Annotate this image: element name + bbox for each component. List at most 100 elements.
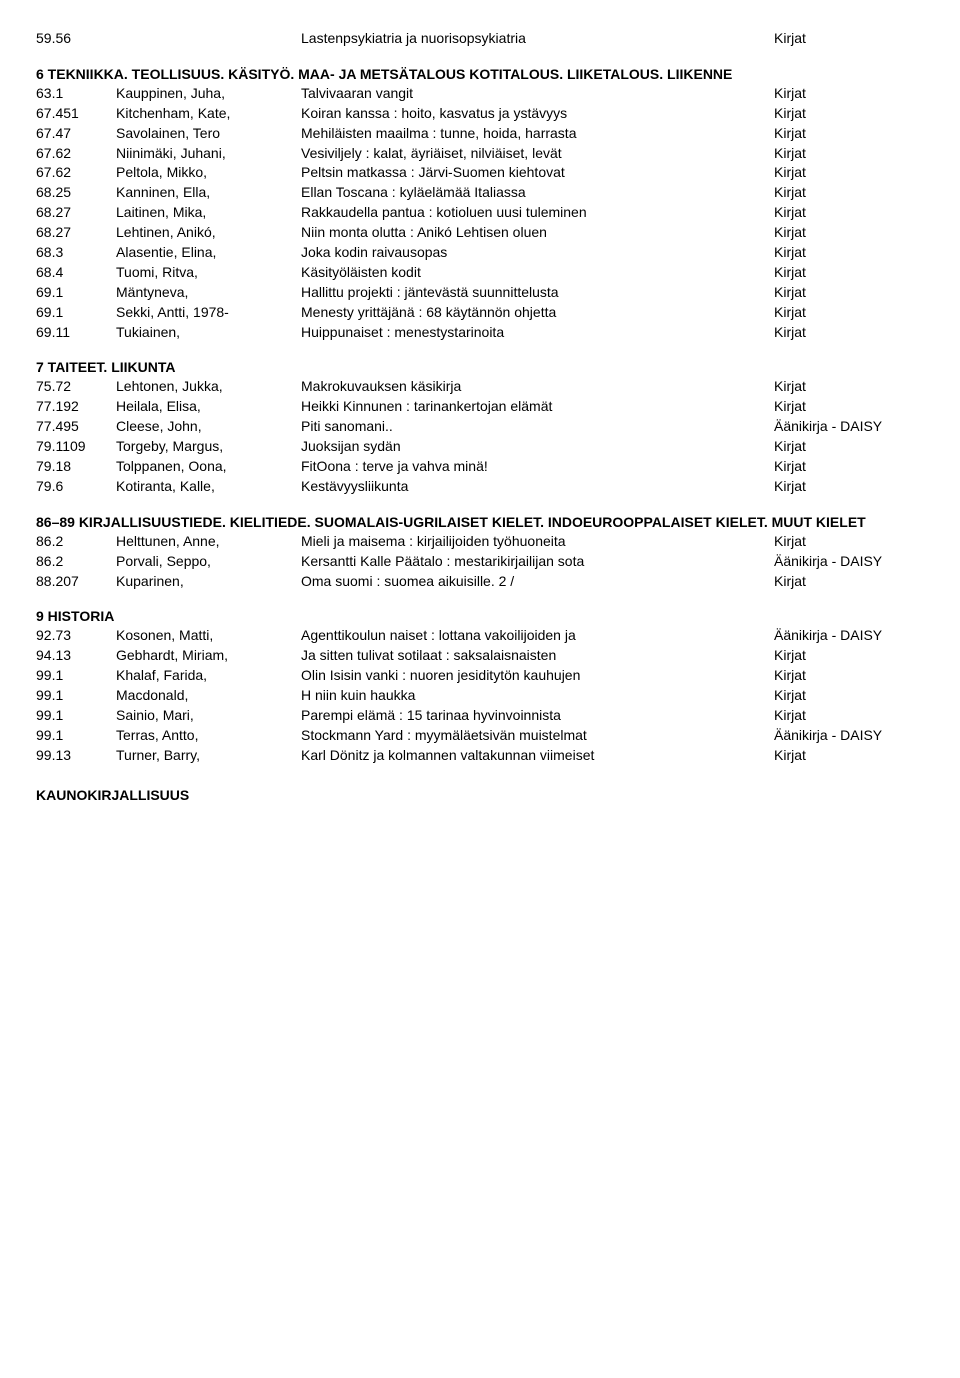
table-row: 63.1Kauppinen, Juha,Talvivaaran vangitKi… <box>36 84 924 103</box>
table-row: 69.1Sekki, Antti, 1978-Menesty yrittäjän… <box>36 303 924 322</box>
cell-author: Sainio, Mari, <box>116 706 301 725</box>
cell-title: Heikki Kinnunen : tarinankertojan elämät <box>301 397 774 416</box>
cell-author: Helttunen, Anne, <box>116 532 301 551</box>
cell-author: Kauppinen, Juha, <box>116 84 301 103</box>
cell-title: H niin kuin haukka <box>301 686 774 705</box>
cell-code: 79.1109 <box>36 437 116 456</box>
table-row: 59.56 Lastenpsykiatria ja nuorisopsykiatr… <box>36 29 924 48</box>
cell-type: Kirjat <box>774 666 924 685</box>
cell-type: Kirjat <box>774 437 924 456</box>
cell-title: Agenttikoulun naiset : lottana vakoilijo… <box>301 626 774 645</box>
cell-title: Kestävyysliikunta <box>301 477 774 496</box>
cell-code: 99.1 <box>36 726 116 745</box>
cell-type: Kirjat <box>774 477 924 496</box>
table-row: 68.27Lehtinen, Anikó,Niin monta olutta :… <box>36 223 924 242</box>
cell-code: 86.2 <box>36 552 116 571</box>
cell-title: Vesiviljely : kalat, äyriäiset, nilviäis… <box>301 144 774 163</box>
cell-code: 59.56 <box>36 29 116 48</box>
cell-type: Kirjat <box>774 646 924 665</box>
cell-author: Alasentie, Elina, <box>116 243 301 262</box>
cell-author: Mäntyneva, <box>116 283 301 302</box>
cell-type: Kirjat <box>774 323 924 342</box>
table-row: 99.1Macdonald,H niin kuin haukkaKirjat <box>36 686 924 705</box>
cell-code: 67.62 <box>36 163 116 182</box>
cell-title: Kersantti Kalle Päätalo : mestarikirjail… <box>301 552 774 571</box>
cell-type: Kirjat <box>774 84 924 103</box>
cell-code: 99.1 <box>36 686 116 705</box>
table-row: 68.27Laitinen, Mika,Rakkaudella pantua :… <box>36 203 924 222</box>
table-row: 68.25Kanninen, Ella,Ellan Toscana : kylä… <box>36 183 924 202</box>
cell-code: 67.451 <box>36 104 116 123</box>
cell-code: 68.27 <box>36 203 116 222</box>
table-row: 75.72Lehtonen, Jukka,Makrokuvauksen käsi… <box>36 377 924 396</box>
cell-type: Kirjat <box>774 104 924 123</box>
cell-title: Ja sitten tulivat sotilaat : saksalaisna… <box>301 646 774 665</box>
document-body: 59.56 Lastenpsykiatria ja nuorisopsykiatr… <box>36 29 924 803</box>
cell-title: Juoksijan sydän <box>301 437 774 456</box>
cell-type: Kirjat <box>774 706 924 725</box>
section-heading: 7 TAITEET. LIIKUNTA <box>36 359 924 375</box>
cell-code: 77.495 <box>36 417 116 436</box>
cell-code: 86.2 <box>36 532 116 551</box>
cell-type: Kirjat <box>774 303 924 322</box>
cell-title: Käsityöläisten kodit <box>301 263 774 282</box>
table-row: 86.2Porvali, Seppo,Kersantti Kalle Pääta… <box>36 552 924 571</box>
cell-title: Hallittu projekti : jäntevästä suunnitte… <box>301 283 774 302</box>
cell-author: Torgeby, Margus, <box>116 437 301 456</box>
cell-type: Äänikirja - DAISY <box>774 626 924 645</box>
section-heading: 86–89 KIRJALLISUUSTIEDE. KIELITIEDE. SUO… <box>36 514 924 530</box>
table-row: 79.18Tolppanen, Oona,FitOona : terve ja … <box>36 457 924 476</box>
cell-type: Kirjat <box>774 457 924 476</box>
cell-title: Niin monta olutta : Anikó Lehtisen oluen <box>301 223 774 242</box>
cell-title: Peltsin matkassa : Järvi-Suomen kiehtova… <box>301 163 774 182</box>
cell-code: 79.18 <box>36 457 116 476</box>
table-row: 99.1Sainio, Mari,Parempi elämä : 15 tari… <box>36 706 924 725</box>
table-row: 67.47Savolainen, TeroMehiläisten maailma… <box>36 124 924 143</box>
cell-author: Tuomi, Ritva, <box>116 263 301 282</box>
cell-title: Karl Dönitz ja kolmannen valtakunnan vii… <box>301 746 774 765</box>
cell-author: Heilala, Elisa, <box>116 397 301 416</box>
table-row: 79.1109Torgeby, Margus,Juoksijan sydänKi… <box>36 437 924 456</box>
cell-author: Turner, Barry, <box>116 746 301 765</box>
cell-type: Kirjat <box>774 572 924 591</box>
cell-title: Olin Isisin vanki : nuoren jesiditytön k… <box>301 666 774 685</box>
table-row: 68.3Alasentie, Elina,Joka kodin raivauso… <box>36 243 924 262</box>
cell-author: Niinimäki, Juhani, <box>116 144 301 163</box>
cell-code: 67.62 <box>36 144 116 163</box>
cell-type: Kirjat <box>774 397 924 416</box>
cell-title: Oma suomi : suomea aikuisille. 2 / <box>301 572 774 591</box>
cell-code: 79.6 <box>36 477 116 496</box>
cell-type: Kirjat <box>774 746 924 765</box>
table-row: 86.2Helttunen, Anne,Mieli ja maisema : k… <box>36 532 924 551</box>
footer-heading: KAUNOKIRJALLISUUS <box>36 787 924 803</box>
cell-code: 68.3 <box>36 243 116 262</box>
section-heading: 6 TEKNIIKKA. TEOLLISUUS. KÄSITYÖ. MAA- J… <box>36 66 924 82</box>
cell-type: Kirjat <box>774 223 924 242</box>
cell-title: Stockmann Yard : myymäläetsivän muistelm… <box>301 726 774 745</box>
cell-author: Savolainen, Tero <box>116 124 301 143</box>
cell-code: 99.13 <box>36 746 116 765</box>
cell-type: Äänikirja - DAISY <box>774 417 924 436</box>
cell-author: Kosonen, Matti, <box>116 626 301 645</box>
cell-type: Kirjat <box>774 243 924 262</box>
cell-title: Makrokuvauksen käsikirja <box>301 377 774 396</box>
cell-code: 92.73 <box>36 626 116 645</box>
cell-author: Sekki, Antti, 1978- <box>116 303 301 322</box>
cell-type: Kirjat <box>774 124 924 143</box>
cell-code: 77.192 <box>36 397 116 416</box>
cell-type: Kirjat <box>774 686 924 705</box>
cell-code: 99.1 <box>36 666 116 685</box>
table-row: 69.1Mäntyneva,Hallittu projekti : jäntev… <box>36 283 924 302</box>
table-row: 67.62Niinimäki, Juhani,Vesiviljely : kal… <box>36 144 924 163</box>
cell-title: Mehiläisten maailma : tunne, hoida, harr… <box>301 124 774 143</box>
cell-title: Parempi elämä : 15 tarinaa hyvinvoinnist… <box>301 706 774 725</box>
cell-author: Lehtonen, Jukka, <box>116 377 301 396</box>
cell-code: 67.47 <box>36 124 116 143</box>
table-row: 67.451Kitchenham, Kate,Koiran kanssa : h… <box>36 104 924 123</box>
cell-author: Khalaf, Farida, <box>116 666 301 685</box>
table-row: 94.13Gebhardt, Miriam,Ja sitten tulivat … <box>36 646 924 665</box>
cell-title: Lastenpsykiatria ja nuorisopsykiatria <box>301 29 774 48</box>
cell-code: 99.1 <box>36 706 116 725</box>
cell-code: 75.72 <box>36 377 116 396</box>
table-row: 68.4Tuomi, Ritva,Käsityöläisten koditKir… <box>36 263 924 282</box>
